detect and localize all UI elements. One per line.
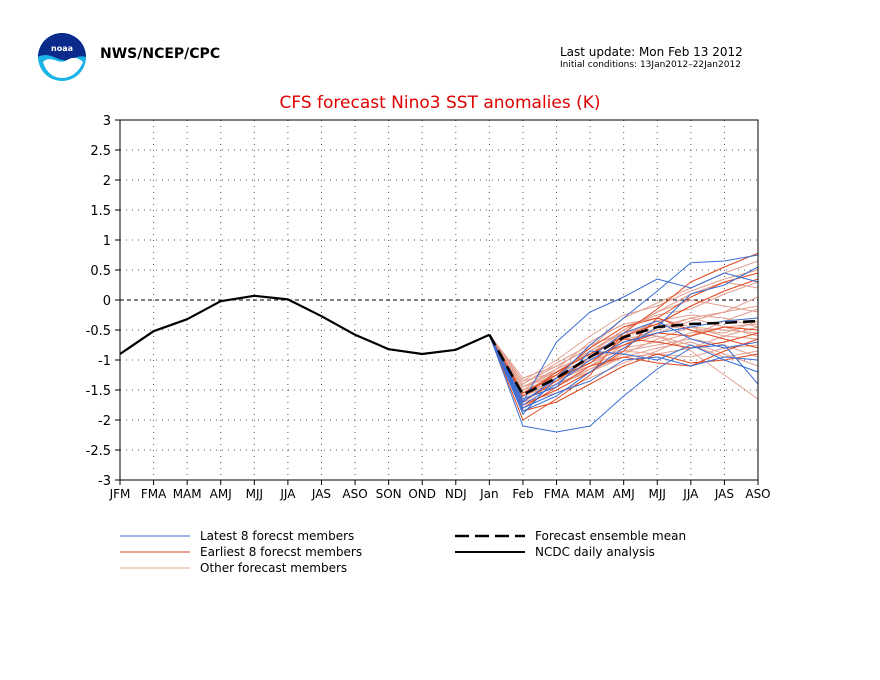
latest-member-line (488, 272, 759, 403)
last-update-text: Last update: Mon Feb 13 2012 (560, 45, 743, 59)
y-tick-label: 0 (103, 294, 111, 309)
x-axis-ticks: JFM FMA MAM AMJ MJJ JJA JAS ASO SON OND NDJ Jan Feb F… (109, 480, 771, 501)
plot-frame (119, 119, 759, 481)
y-axis-ticks: 3 2.5 2 1.5 1 0.5 0 -0.5 -1 -1.5 -2 -2.5 -3 (86, 114, 120, 489)
x-tick-label: FMA (544, 487, 570, 501)
ensemble-mean-line (488, 319, 759, 397)
other-member-line (488, 308, 759, 403)
y-tick-label: -1.5 (86, 384, 111, 399)
x-tick-label: JAS (714, 487, 734, 501)
x-tick-label: Jan (479, 487, 499, 501)
x-tick-label: OND (408, 487, 436, 501)
latest-member-line (488, 334, 759, 409)
x-tick-label: NDJ (445, 487, 467, 501)
earliest-member-line (488, 334, 759, 409)
latest-member-line (488, 320, 759, 403)
main-series (119, 294, 759, 397)
y-tick-label: 2 (103, 174, 111, 189)
y-tick-label: 1 (103, 234, 111, 249)
y-tick-label: 1.5 (90, 204, 111, 219)
y-tick-label: 0.5 (90, 264, 111, 279)
x-tick-label: JFM (109, 487, 131, 501)
earliest-member-line (488, 334, 759, 412)
x-tick-label: ASO (745, 487, 770, 501)
other-member-line (488, 269, 759, 382)
latest-member-line (488, 334, 759, 400)
svg-text:noaa: noaa (51, 44, 73, 53)
latest-member-line (488, 266, 759, 412)
latest-member-line (488, 254, 759, 415)
x-tick-label: MAM (173, 487, 202, 501)
earliest-member-line (488, 317, 759, 394)
legend-label-observed: NCDC daily analysis (535, 545, 655, 559)
initial-conditions-text: Initial conditions: 13Jan2012–22Jan2012 (560, 60, 741, 70)
x-tick-label: Feb (512, 487, 533, 501)
y-tick-label: 3 (103, 114, 111, 129)
y-tick-label: -2 (98, 414, 111, 429)
chart-title: CFS forecast Nino3 SST anomalies (K) (279, 93, 600, 113)
latest-member-line (488, 334, 759, 433)
x-tick-label: AMJ (613, 487, 635, 501)
x-tick-label: MJJ (246, 487, 263, 501)
x-tick-label: JJA (682, 487, 699, 501)
x-tick-label: FMA (141, 487, 167, 501)
y-tick-label: -3 (98, 474, 111, 489)
legend-label-earliest: Earliest 8 forecst members (200, 545, 362, 559)
y-tick-label: -2.5 (86, 444, 111, 459)
noaa-logo: noaa (38, 33, 86, 81)
legend-label-latest: Latest 8 forecst members (200, 529, 354, 543)
x-tick-label: MAM (576, 487, 605, 501)
legend-label-mean: Forecast ensemble mean (535, 529, 686, 543)
earliest-member-line (488, 272, 759, 406)
y-tick-label: -1 (98, 354, 111, 369)
y-tick-label: -0.5 (86, 324, 111, 339)
x-tick-label: AMJ (210, 487, 232, 501)
x-tick-label: MJJ (649, 487, 666, 501)
x-tick-label: SON (376, 487, 402, 501)
agency-label: NWS/NCEP/CPC (100, 46, 221, 62)
observed-analysis-line (119, 294, 490, 356)
x-tick-label: JJA (279, 487, 296, 501)
forecast-members (488, 252, 759, 433)
grid-layer (120, 120, 758, 480)
legend-label-other: Other forecast members (200, 561, 347, 575)
legend: Latest 8 forecst members Earliest 8 forec… (120, 529, 686, 575)
x-tick-label: JAS (311, 487, 331, 501)
x-tick-label: ASO (342, 487, 367, 501)
y-tick-label: 2.5 (90, 144, 111, 159)
